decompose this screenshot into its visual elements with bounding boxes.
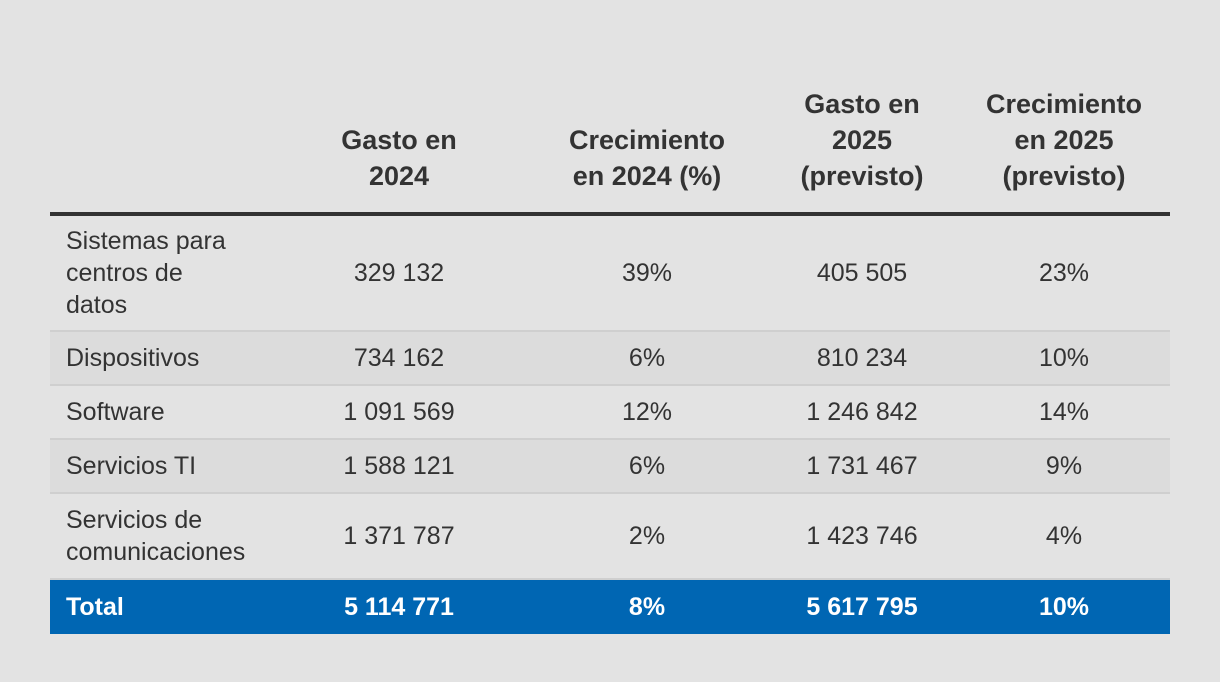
table-row-sistemas: Sistemas para centros de datos 329 132 3… bbox=[50, 214, 1170, 332]
header-category bbox=[50, 86, 270, 216]
row-label-sistemas-line-3: datos bbox=[66, 291, 128, 319]
row-label-servicios-comunicaciones: Servicios de comunicaciones bbox=[50, 493, 270, 580]
cell-crecimiento-2025-servicios-ti: 9% bbox=[958, 439, 1170, 494]
cell-gasto-2024-servicios-comunicaciones: 1 371 787 bbox=[270, 493, 528, 580]
cell-crecimiento-2025-servicios-comunicaciones: 4% bbox=[958, 493, 1170, 580]
cell-gasto-2025-servicios-comunicaciones: 1 423 746 bbox=[766, 493, 958, 580]
table-row-software: Software 1 091 569 12% 1 246 842 14% bbox=[50, 385, 1170, 440]
header-gasto-2025-line-1: Gasto en bbox=[804, 89, 920, 119]
row-label-servicios-comunicaciones-line-2: comunicaciones bbox=[66, 538, 246, 566]
row-label-sistemas: Sistemas para centros de datos bbox=[50, 214, 270, 332]
header-gasto-2025: Gasto en 2025 (previsto) bbox=[766, 86, 958, 216]
table-row-dispositivos: Dispositivos 734 162 6% 810 234 10% bbox=[50, 331, 1170, 386]
header-row: Gasto en 2024 Crecimiento en 2024 (%) Ga… bbox=[50, 86, 1170, 216]
header-gasto-2024: Gasto en 2024 bbox=[270, 86, 528, 216]
header-crecimiento-2024-line-1: Crecimiento bbox=[568, 125, 726, 155]
row-label-software: Software bbox=[50, 385, 270, 440]
row-label-servicios-ti: Servicios TI bbox=[50, 439, 270, 494]
row-label-servicios-comunicaciones-line-1: Servicios de bbox=[66, 506, 203, 534]
header-gasto-2024-line-1: Gasto en bbox=[341, 125, 457, 155]
header-crecimiento-2025: Crecimiento en 2025 (previsto) bbox=[958, 86, 1170, 216]
cell-gasto-2024-dispositivos: 734 162 bbox=[270, 331, 528, 386]
cell-gasto-2024-software: 1 091 569 bbox=[270, 385, 528, 440]
cell-crecimiento-2025-software: 14% bbox=[958, 385, 1170, 440]
header-gasto-2024-line-2: 2024 bbox=[368, 161, 430, 191]
cell-gasto-2024-total: 5 114 771 bbox=[270, 579, 528, 634]
row-label-sistemas-line-1: Sistemas para bbox=[66, 227, 226, 255]
cell-crecimiento-2024-sistemas: 39% bbox=[528, 214, 766, 332]
spending-table-container: Gasto en 2024 Crecimiento en 2024 (%) Ga… bbox=[50, 86, 1170, 634]
header-crecimiento-2025-line-3: (previsto) bbox=[1002, 161, 1126, 191]
header-gasto-2025-line-2: 2025 bbox=[831, 125, 893, 155]
table-row-servicios-ti: Servicios TI 1 588 121 6% 1 731 467 9% bbox=[50, 439, 1170, 494]
table-row-total: Total 5 114 771 8% 5 617 795 10% bbox=[50, 579, 1170, 634]
header-crecimiento-2025-line-1: Crecimiento bbox=[985, 89, 1143, 119]
cell-gasto-2025-total: 5 617 795 bbox=[766, 579, 958, 634]
cell-gasto-2024-sistemas: 329 132 bbox=[270, 214, 528, 332]
cell-gasto-2025-software: 1 246 842 bbox=[766, 385, 958, 440]
cell-crecimiento-2025-total: 10% bbox=[958, 579, 1170, 634]
header-gasto-2025-line-3: (previsto) bbox=[800, 161, 924, 191]
header-crecimiento-2024: Crecimiento en 2024 (%) bbox=[528, 86, 766, 216]
table-header: Gasto en 2024 Crecimiento en 2024 (%) Ga… bbox=[50, 86, 1170, 216]
table-body: Sistemas para centros de datos 329 132 3… bbox=[50, 214, 1170, 634]
cell-crecimiento-2024-servicios-ti: 6% bbox=[528, 439, 766, 494]
cell-gasto-2025-dispositivos: 810 234 bbox=[766, 331, 958, 386]
header-crecimiento-2025-line-2: en 2025 bbox=[1014, 125, 1114, 155]
cell-crecimiento-2024-total: 8% bbox=[528, 579, 766, 634]
cell-gasto-2024-servicios-ti: 1 588 121 bbox=[270, 439, 528, 494]
cell-crecimiento-2024-servicios-comunicaciones: 2% bbox=[528, 493, 766, 580]
cell-crecimiento-2024-dispositivos: 6% bbox=[528, 331, 766, 386]
table-row-servicios-comunicaciones: Servicios de comunicaciones 1 371 787 2%… bbox=[50, 493, 1170, 580]
cell-crecimiento-2025-sistemas: 23% bbox=[958, 214, 1170, 332]
cell-crecimiento-2024-software: 12% bbox=[528, 385, 766, 440]
cell-gasto-2025-servicios-ti: 1 731 467 bbox=[766, 439, 958, 494]
row-label-total: Total bbox=[50, 579, 270, 634]
spending-table: Gasto en 2024 Crecimiento en 2024 (%) Ga… bbox=[50, 86, 1170, 634]
row-label-dispositivos: Dispositivos bbox=[50, 331, 270, 386]
header-crecimiento-2024-line-2: en 2024 (%) bbox=[572, 161, 722, 191]
row-label-sistemas-line-2: centros de bbox=[66, 259, 183, 287]
cell-crecimiento-2025-dispositivos: 10% bbox=[958, 331, 1170, 386]
cell-gasto-2025-sistemas: 405 505 bbox=[766, 214, 958, 332]
